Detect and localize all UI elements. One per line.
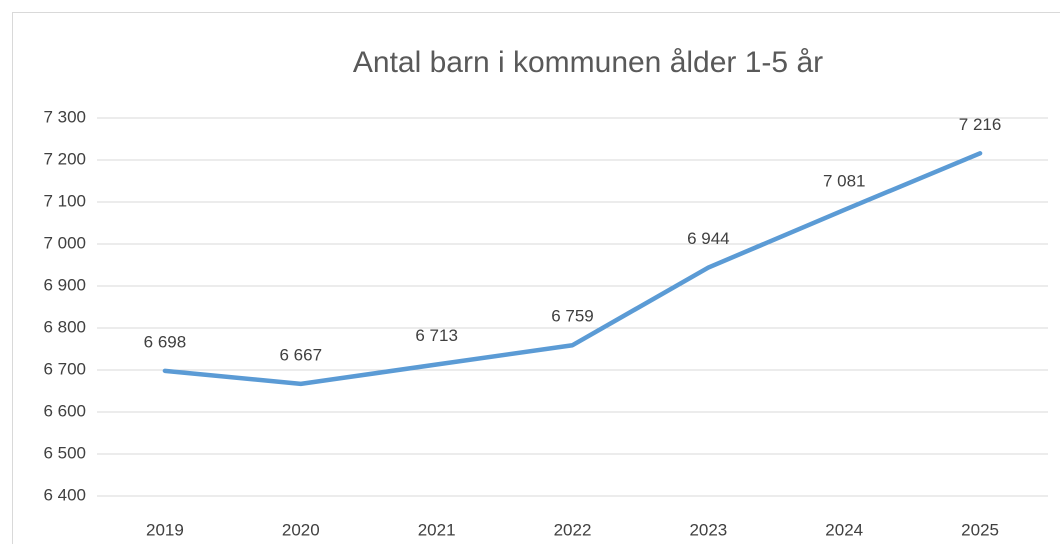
y-tick-label: 6 900 xyxy=(43,275,86,294)
x-tick-label: 2021 xyxy=(418,520,456,539)
data-label: 6 713 xyxy=(415,326,458,345)
data-label: 6 667 xyxy=(280,345,323,364)
y-tick-label: 6 400 xyxy=(43,485,86,504)
y-tick-label: 7 100 xyxy=(43,191,86,210)
chart-title: Antal barn i kommunen ålder 1-5 år xyxy=(353,46,823,79)
x-tick-label: 2020 xyxy=(282,520,320,539)
y-tick-label: 6 500 xyxy=(43,443,86,462)
x-tick-label: 2024 xyxy=(825,520,863,539)
x-tick-label: 2019 xyxy=(146,520,184,539)
y-tick-label: 7 000 xyxy=(43,233,86,252)
y-tick-label: 6 700 xyxy=(43,359,86,378)
y-tick-label: 6 800 xyxy=(43,317,86,336)
y-tick-label: 7 200 xyxy=(43,149,86,168)
x-tick-label: 2025 xyxy=(961,520,999,539)
y-tick-label: 7 300 xyxy=(43,107,86,126)
y-tick-label: 6 600 xyxy=(43,401,86,420)
data-label: 6 944 xyxy=(687,229,730,248)
chart-border xyxy=(13,13,1060,545)
x-tick-label: 2023 xyxy=(689,520,727,539)
data-label: 7 081 xyxy=(823,171,866,190)
data-label: 6 759 xyxy=(551,307,594,326)
data-label: 6 698 xyxy=(144,332,187,351)
x-tick-label: 2022 xyxy=(554,520,592,539)
data-label: 7 216 xyxy=(959,115,1002,134)
